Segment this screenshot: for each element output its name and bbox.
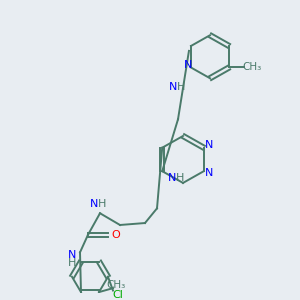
Text: Cl: Cl bbox=[112, 290, 123, 300]
Text: H: H bbox=[177, 82, 186, 92]
Text: N: N bbox=[205, 168, 213, 178]
Text: H: H bbox=[98, 200, 106, 209]
Text: N: N bbox=[184, 60, 192, 70]
Text: O: O bbox=[112, 230, 120, 240]
Text: CH₃: CH₃ bbox=[242, 62, 262, 73]
Text: H: H bbox=[176, 173, 184, 183]
Text: N: N bbox=[169, 82, 178, 92]
Text: N: N bbox=[167, 173, 176, 183]
Text: H: H bbox=[68, 258, 76, 268]
Text: N: N bbox=[68, 250, 76, 260]
Text: CH₃: CH₃ bbox=[106, 280, 126, 290]
Text: N: N bbox=[205, 140, 213, 150]
Text: N: N bbox=[90, 200, 98, 209]
